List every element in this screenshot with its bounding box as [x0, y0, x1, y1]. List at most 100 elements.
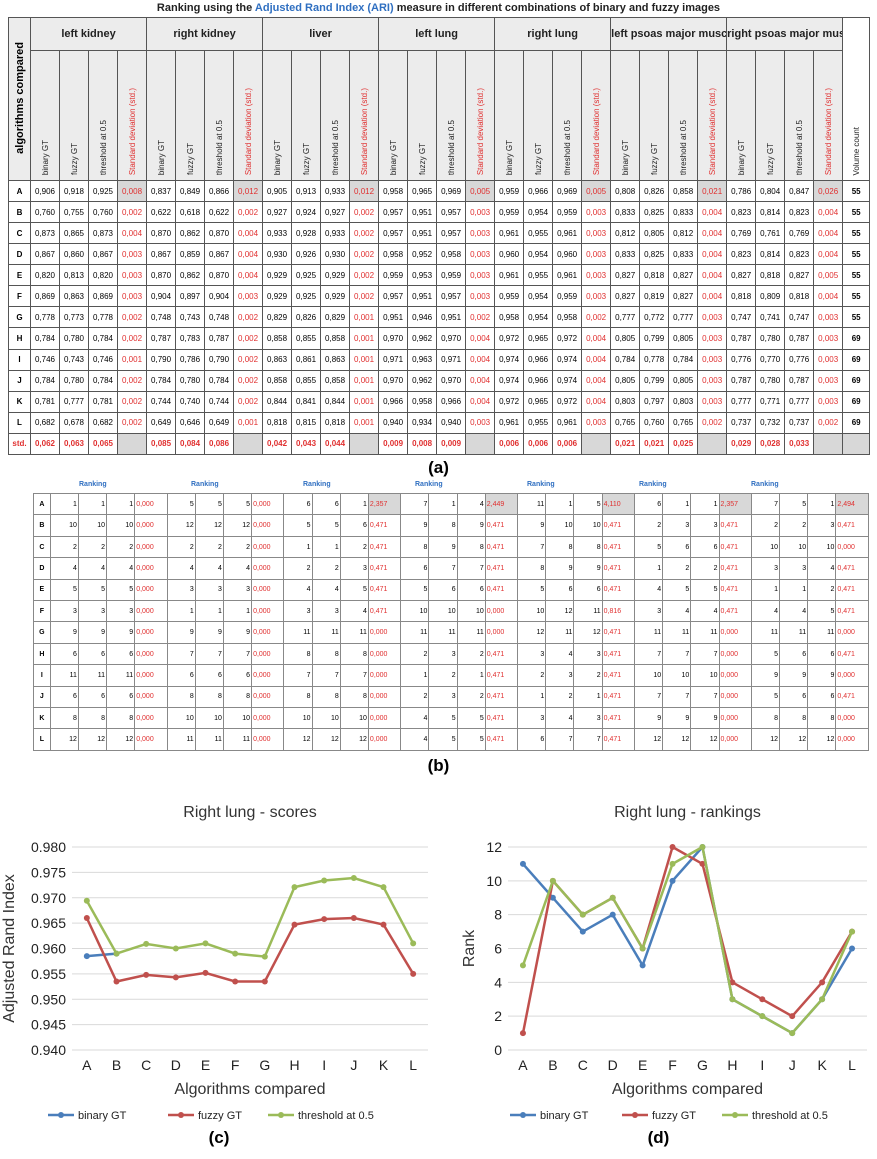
row-label: G: [33, 621, 51, 644]
subcol-header: threshold at 0.5: [552, 50, 583, 181]
table-cell: 0,961: [494, 411, 525, 434]
table-cell: 0,471: [601, 707, 635, 730]
table-cell: 10: [283, 707, 313, 730]
data-point: [639, 945, 646, 952]
table-cell: 0,003: [697, 306, 728, 329]
table-cell: 0,003: [813, 306, 844, 329]
table-cell: 0,471: [367, 514, 402, 537]
subcol-label: binary GT: [736, 139, 746, 175]
y-tick-label: 12: [486, 839, 502, 855]
table-cell: 5: [77, 578, 108, 602]
table-cell: 0,004: [697, 285, 728, 308]
table-cell: 8: [311, 642, 341, 666]
x-tick-label: E: [638, 1057, 647, 1073]
table-cell: 0,966: [523, 369, 554, 392]
x-tick-label: B: [112, 1057, 121, 1073]
x-tick-label: F: [668, 1057, 677, 1073]
ranking-group-header: Ranking: [303, 481, 331, 488]
table-cell: 0,000: [718, 728, 752, 751]
table-cell: 0,926: [291, 243, 322, 266]
volume-cell: 69: [842, 390, 871, 413]
table-cell: 0,809: [755, 285, 786, 308]
table-cell: 2: [311, 557, 341, 580]
table-cell: 0,004: [465, 327, 496, 350]
table-cell: 0,737: [784, 411, 815, 434]
table-row: I 11 11 11 0,000 6 6 6 0,000 7 7 7 0,000 1 2 1 0,471 2 3 2 0…: [33, 664, 869, 687]
table-cell: 10: [807, 535, 837, 559]
chart-title: Right lung - scores: [183, 804, 316, 821]
table-cell: 4: [807, 557, 837, 580]
corner-header: algorithms compared: [8, 17, 31, 181]
table-cell: 0,837: [146, 179, 177, 203]
std-cell: 0,065: [88, 432, 118, 456]
table-cell: 1: [807, 492, 837, 516]
ranking-group-header: Ranking: [191, 481, 219, 488]
x-tick-label: K: [817, 1057, 827, 1073]
table-cell: 10: [311, 707, 341, 730]
data-point: [699, 844, 706, 850]
subcol-label: Standard deviation (std.): [591, 87, 601, 175]
table-cell: 0,000: [134, 492, 168, 516]
table-row: C 0,873 0,865 0,873 0,004 0,870 0,862 0,870 0,00…: [8, 222, 871, 245]
table-cell: 0,004: [233, 264, 264, 287]
table-cell: 0,003: [116, 285, 148, 308]
subcol-label: threshold at 0.5: [446, 119, 456, 175]
std-cell: 0,029: [726, 432, 757, 456]
ranking-group-header: Ranking: [751, 481, 779, 488]
table-cell: 3: [166, 578, 196, 602]
table-cell: 0,000: [484, 621, 519, 644]
table-cell: 0,002: [349, 243, 380, 266]
table-cell: 5: [222, 492, 253, 516]
table-cell: 0,760: [88, 201, 118, 224]
table-cell: 3: [662, 514, 692, 537]
data-point: [291, 884, 298, 891]
table-cell: 0,003: [581, 243, 612, 266]
table-cell: 0,954: [523, 243, 554, 266]
std-cell: [581, 432, 612, 456]
std-cell: 0,085: [146, 432, 177, 456]
table-cell: 3: [222, 578, 253, 602]
table-cell: 0,813: [59, 264, 89, 287]
data-point: [261, 953, 268, 960]
table-cell: 12: [662, 728, 692, 751]
table-cell: 4: [662, 600, 692, 623]
table-cell: 10: [106, 514, 136, 537]
x-tick-label: G: [697, 1057, 708, 1073]
table-cell: 12: [573, 621, 603, 644]
table-cell: 1: [662, 492, 692, 516]
table-cell: 12: [222, 514, 253, 537]
data-point: [143, 940, 150, 947]
data-point: [519, 1030, 526, 1037]
y-tick-label: 0.955: [31, 966, 66, 982]
table-cell: 0,929: [320, 285, 351, 308]
table-cell: 0,777: [726, 390, 757, 413]
table-cell: 0,471: [601, 535, 635, 559]
table-cell: 11: [49, 664, 79, 687]
table-cell: 9: [428, 535, 458, 559]
table-cell: 11: [222, 728, 253, 751]
table-cell: 4: [545, 707, 575, 730]
table-cell: 0,844: [320, 390, 351, 413]
table-cell: 12: [633, 728, 664, 751]
series-line: [521, 845, 854, 1034]
table-cell: 10: [428, 600, 458, 623]
data-point: [380, 884, 387, 891]
subcol-header: binary GT: [610, 50, 641, 181]
data-point: [172, 945, 179, 952]
table-cell: 0,961: [494, 264, 525, 287]
table-cell: 6: [166, 664, 196, 687]
table-cell: 4: [750, 600, 781, 623]
table-cell: 0,741: [755, 306, 786, 329]
table-row: G 0,778 0,773 0,778 0,002 0,748 0,743 0,748 0,00…: [8, 306, 871, 329]
table-cell: 0,002: [233, 327, 264, 350]
table-cell: 4: [545, 642, 575, 666]
table-cell: 0,970: [378, 369, 409, 392]
table-cell: 6: [283, 492, 313, 516]
table-cell: 0,682: [30, 411, 60, 434]
table-cell: 10: [222, 707, 253, 730]
table-cell: 0,002: [233, 348, 264, 371]
table-cell: 0,928: [291, 222, 322, 245]
table-cell: 0,002: [349, 264, 380, 287]
data-point: [113, 978, 120, 985]
table-cell: 0,820: [88, 264, 118, 287]
